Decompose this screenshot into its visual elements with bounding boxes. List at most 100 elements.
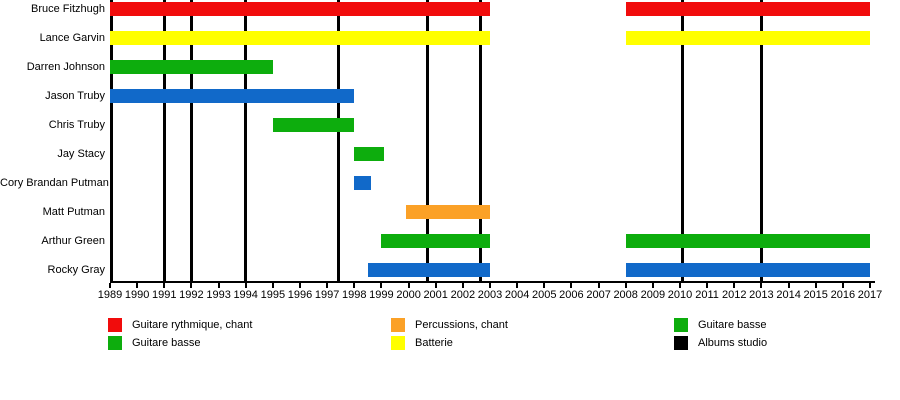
- x-axis-year-label: 1999: [369, 289, 394, 301]
- legend-item: Guitare rythmique, chant: [108, 318, 368, 332]
- x-axis-tick: [679, 283, 681, 288]
- member-label: Matt Putman: [42, 206, 105, 218]
- member-label: Jay Stacy: [57, 148, 105, 160]
- legend-label: Batterie: [415, 337, 453, 349]
- member-label: Chris Truby: [48, 119, 105, 131]
- album-marker-line: [189, 0, 193, 281]
- x-axis-tick: [380, 283, 383, 288]
- x-axis-year-label: 2016: [830, 289, 856, 301]
- x-axis-tick: [244, 283, 247, 288]
- legend-label: Guitare basse: [698, 319, 767, 331]
- member-bar: [110, 31, 490, 45]
- member-bar: [110, 2, 490, 16]
- album-marker-line: [426, 0, 430, 281]
- x-axis-year-label: 2017: [857, 289, 883, 301]
- album-marker-line: [479, 0, 482, 281]
- x-axis-tick: [597, 283, 600, 288]
- x-axis-tick: [570, 283, 573, 288]
- member-bar: [367, 263, 490, 277]
- x-axis-year-label: 2014: [776, 289, 801, 301]
- y-axis-line: [110, 0, 113, 283]
- x-axis-tick: [407, 283, 410, 288]
- x-axis-year-label: 1997: [314, 289, 340, 301]
- member-bar: [625, 263, 870, 277]
- member-bar: [625, 234, 870, 248]
- x-axis-year-label: 2001: [423, 289, 448, 301]
- x-axis-year-label: 2007: [586, 289, 611, 301]
- legend-label: Guitare basse: [132, 337, 201, 349]
- x-axis-year-label: 2010: [667, 289, 693, 301]
- x-axis-year-label: 2011: [695, 289, 719, 301]
- x-axis-tick: [434, 283, 437, 288]
- x-axis-tick: [489, 283, 491, 288]
- x-axis-tick: [814, 283, 817, 288]
- legend-color-swatch: [674, 336, 688, 350]
- member-bar: [272, 118, 355, 132]
- member-label: Darren Johnson: [26, 61, 105, 73]
- x-axis-year-label: 1991: [152, 289, 177, 301]
- x-axis-year-label: 1990: [124, 289, 150, 301]
- x-axis-tick: [326, 283, 329, 288]
- legend-color-swatch: [108, 318, 122, 332]
- member-label: Arthur Green: [41, 235, 105, 247]
- x-axis-tick: [136, 283, 139, 288]
- x-axis-tick: [869, 283, 871, 288]
- x-axis-tick: [109, 283, 111, 288]
- member-bar: [354, 147, 385, 161]
- x-axis-year-label: 2013: [749, 289, 774, 301]
- x-axis-tick: [461, 283, 464, 288]
- legend-item: Percussions, chant: [391, 318, 651, 332]
- album-marker-line: [162, 0, 166, 281]
- x-axis-tick: [624, 283, 627, 288]
- legend-label: Albums studio: [698, 337, 768, 349]
- member-label: Cory Brandan Putman: [0, 177, 109, 189]
- member-label: Lance Garvin: [39, 32, 105, 44]
- album-marker-line: [336, 0, 340, 281]
- member-label: Bruce Fitzhugh: [31, 3, 105, 15]
- x-axis-year-label: 2012: [722, 289, 747, 301]
- member-bar: [110, 60, 273, 74]
- x-axis-tick: [299, 283, 301, 288]
- legend-label: Guitare rythmique, chant: [132, 319, 253, 331]
- x-axis-tick: [217, 283, 220, 288]
- legend-item: Guitare basse: [108, 336, 368, 350]
- x-axis-year-label: 2006: [559, 289, 584, 301]
- legend-item: Guitare basse: [674, 318, 900, 332]
- x-axis-year-label: 1998: [342, 289, 367, 301]
- x-axis-year-label: 2015: [803, 289, 828, 301]
- x-axis-line: [110, 281, 875, 283]
- x-axis-tick: [706, 283, 709, 288]
- x-axis-tick: [760, 283, 763, 288]
- legend-color-swatch: [674, 318, 688, 332]
- x-axis-tick: [271, 283, 274, 288]
- x-axis-tick: [163, 283, 166, 288]
- legend-color-swatch: [391, 318, 405, 332]
- member-bar: [405, 205, 490, 219]
- x-axis-tick: [190, 283, 193, 288]
- x-axis-tick: [841, 283, 844, 288]
- x-axis-year-label: 1995: [260, 289, 286, 301]
- legend-label: Percussions, chant: [415, 319, 508, 331]
- x-axis-year-label: 2005: [532, 289, 557, 301]
- x-axis-year-label: 1989: [97, 289, 123, 301]
- legend-item: Batterie: [391, 336, 651, 350]
- x-axis-year-label: 2008: [613, 289, 638, 301]
- member-bar: [625, 31, 870, 45]
- x-axis-year-label: 2000: [396, 289, 421, 301]
- legend-color-swatch: [108, 336, 122, 350]
- member-label: Rocky Gray: [47, 264, 105, 276]
- member-bar: [625, 2, 870, 16]
- x-axis-tick: [516, 283, 519, 288]
- member-bar: [381, 234, 490, 248]
- x-axis-tick: [543, 283, 546, 288]
- legend-color-swatch: [391, 336, 405, 350]
- member-label: Jason Truby: [45, 90, 105, 102]
- legend-item: Albums studio: [674, 336, 900, 350]
- member-bar: [354, 176, 371, 190]
- x-axis-year-label: 2004: [504, 289, 530, 301]
- x-axis-year-label: 1993: [206, 289, 231, 301]
- x-axis-year-label: 2003: [477, 289, 503, 301]
- album-marker-line: [244, 0, 248, 281]
- x-axis-tick: [353, 283, 356, 288]
